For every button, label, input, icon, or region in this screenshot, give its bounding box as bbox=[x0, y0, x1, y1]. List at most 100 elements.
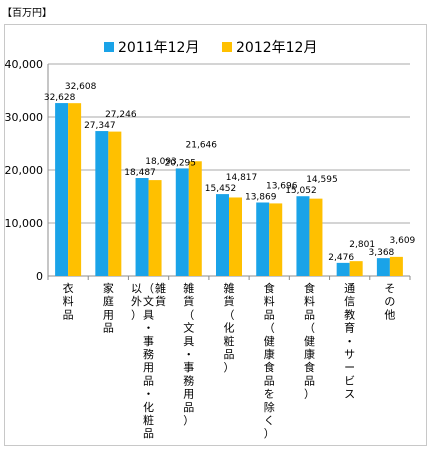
category-label: 食 bbox=[304, 281, 315, 295]
category-label: 具 bbox=[183, 335, 194, 348]
category-label: 雑 bbox=[155, 281, 166, 295]
category-label: 料 bbox=[304, 294, 315, 308]
data-label: 32,628 bbox=[44, 93, 76, 103]
category-label: ・ bbox=[344, 335, 355, 348]
category-label: ） bbox=[224, 361, 235, 374]
bar-2012 bbox=[108, 131, 122, 276]
bar-2011 bbox=[256, 202, 270, 276]
category-label: 食 bbox=[264, 360, 275, 374]
category-label: 事 bbox=[183, 361, 194, 374]
category-label: 以 bbox=[131, 282, 142, 295]
category-label: 貨 bbox=[155, 294, 166, 308]
category-label: ・ bbox=[143, 322, 154, 335]
data-label: 14,817 bbox=[226, 173, 258, 183]
category-label: 用 bbox=[103, 308, 114, 321]
category-label: 健 bbox=[264, 335, 275, 348]
category-label: ） bbox=[304, 388, 315, 401]
data-label: 18,487 bbox=[124, 168, 156, 178]
category-label: 健 bbox=[304, 335, 315, 348]
category-label: く bbox=[264, 414, 275, 427]
y-tick-label: 40,000 bbox=[5, 58, 44, 71]
category-label: 文 bbox=[183, 321, 194, 335]
category-label: 事 bbox=[143, 335, 154, 348]
data-label: 2,801 bbox=[349, 240, 375, 250]
category-label: 具 bbox=[143, 308, 154, 321]
bar-2011 bbox=[95, 131, 109, 276]
category-label: （ bbox=[183, 308, 194, 321]
legend-swatch bbox=[104, 42, 114, 52]
category-label: 康 bbox=[264, 347, 275, 361]
bar-2012 bbox=[188, 161, 202, 276]
category-label: 育 bbox=[344, 321, 355, 335]
category-label: 品 bbox=[183, 401, 194, 414]
category-label: 粧 bbox=[143, 414, 154, 427]
category-label: サ bbox=[344, 348, 355, 361]
category-label: 品 bbox=[143, 374, 154, 387]
category-label: 化 bbox=[143, 400, 154, 414]
category-label: （ bbox=[264, 322, 275, 335]
category-label: 雑 bbox=[183, 281, 194, 295]
category-label: ス bbox=[344, 388, 355, 401]
category-label: 品 bbox=[304, 374, 315, 387]
bar-2012 bbox=[148, 180, 162, 276]
category-label: （ bbox=[143, 282, 154, 295]
category-label: 品 bbox=[304, 308, 315, 321]
category-label: 貨 bbox=[224, 294, 235, 308]
data-label: 27,347 bbox=[84, 121, 116, 131]
data-label: 18,093 bbox=[145, 157, 177, 167]
data-label: 3,609 bbox=[390, 236, 416, 246]
category-label: 品 bbox=[224, 348, 235, 361]
bar-2011 bbox=[55, 103, 69, 277]
category-label: 化 bbox=[224, 321, 235, 335]
category-label: 料 bbox=[63, 294, 74, 308]
category-label: 品 bbox=[264, 308, 275, 321]
category-label: そ bbox=[384, 282, 395, 295]
category-label: 用 bbox=[183, 388, 194, 401]
category-label: 庭 bbox=[103, 294, 114, 308]
category-label: ） bbox=[183, 414, 194, 427]
y-tick-label: 0 bbox=[36, 270, 43, 283]
category-label: 外 bbox=[131, 295, 142, 308]
data-label: 3,368 bbox=[369, 248, 395, 258]
category-label: 務 bbox=[143, 347, 154, 361]
data-label: 13,696 bbox=[266, 181, 298, 191]
category-label: 信 bbox=[344, 295, 355, 308]
bar-2011 bbox=[175, 168, 189, 276]
category-label: 康 bbox=[304, 347, 315, 361]
data-label: 21,646 bbox=[186, 140, 218, 150]
category-label: 用 bbox=[143, 361, 154, 374]
bar-2012 bbox=[309, 198, 323, 276]
bar-2011 bbox=[336, 262, 350, 276]
bar-2012 bbox=[389, 256, 403, 276]
bar-2011 bbox=[296, 196, 310, 276]
y-tick-label: 30,000 bbox=[5, 111, 44, 124]
data-label: 20,295 bbox=[165, 158, 197, 168]
category-label: 他 bbox=[384, 308, 395, 321]
category-label: 品 bbox=[264, 374, 275, 387]
legend-label: 2011年12月 bbox=[118, 40, 199, 56]
data-label: 32,608 bbox=[65, 82, 97, 92]
bar-2011 bbox=[216, 194, 229, 276]
category-label: 食 bbox=[264, 281, 275, 295]
category-label: 除 bbox=[264, 400, 275, 414]
category-label: （ bbox=[224, 308, 235, 321]
bar-2012 bbox=[349, 261, 363, 276]
bar-2012 bbox=[269, 203, 283, 276]
category-label: 通 bbox=[344, 282, 355, 295]
legend-swatch bbox=[222, 42, 232, 52]
category-label: 品 bbox=[63, 308, 74, 321]
category-label: 料 bbox=[264, 294, 275, 308]
bar-2011 bbox=[376, 258, 390, 276]
category-label: 雑 bbox=[224, 281, 235, 295]
category-label: ビ bbox=[344, 374, 355, 387]
category-label: ） bbox=[264, 427, 275, 440]
category-label: 文 bbox=[143, 294, 154, 308]
category-label: 務 bbox=[183, 373, 194, 387]
category-label: 品 bbox=[143, 427, 154, 440]
data-label: 27,246 bbox=[105, 110, 137, 120]
category-label: 粧 bbox=[224, 335, 235, 348]
y-tick-label: 10,000 bbox=[5, 217, 44, 230]
bar-2012 bbox=[68, 103, 82, 276]
category-label: 品 bbox=[103, 322, 114, 335]
